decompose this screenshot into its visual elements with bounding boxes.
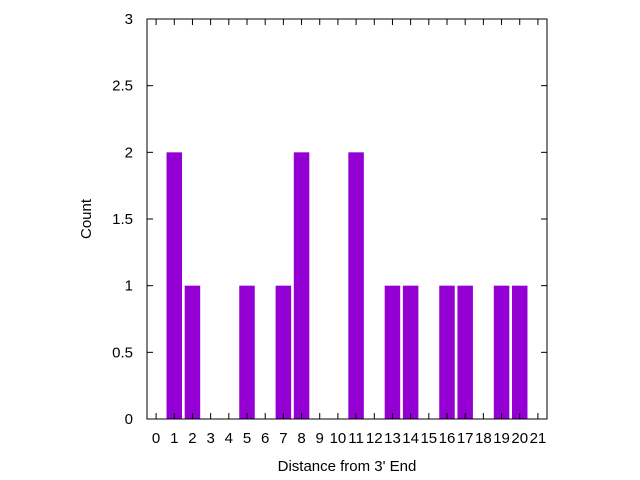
bar-1 <box>166 152 183 419</box>
x-tick-label: 14 <box>402 430 419 447</box>
x-tick-label: 9 <box>316 430 324 447</box>
x-tick-label: 4 <box>225 430 233 447</box>
y-tick-label: 1 <box>125 278 133 295</box>
bar-20 <box>511 285 528 419</box>
bar-8 <box>293 152 310 419</box>
x-tick-label: 8 <box>297 430 305 447</box>
bar-14 <box>402 285 419 419</box>
bar-16 <box>439 285 455 419</box>
x-tick-label: 16 <box>439 430 456 447</box>
y-tick-label: 2 <box>125 144 133 161</box>
x-tick-label: 7 <box>279 430 287 447</box>
plot-frame <box>146 18 548 420</box>
x-tick-label: 15 <box>420 430 437 447</box>
x-tick-label: 1 <box>170 430 178 447</box>
x-tick-label: 18 <box>475 430 492 447</box>
bar-13 <box>384 285 401 419</box>
x-tick-label: 2 <box>188 430 196 447</box>
x-tick-label: 10 <box>330 430 347 447</box>
y-tick-label: 1.5 <box>112 211 133 228</box>
bar-7 <box>275 285 292 419</box>
bar-17 <box>457 285 473 419</box>
y-tick-label: 0.5 <box>112 344 133 361</box>
x-tick-label: 13 <box>384 430 401 447</box>
y-axis-title: Count <box>78 198 95 239</box>
x-axis-title: Distance from 3' End <box>278 458 417 475</box>
x-tick-label: 6 <box>261 430 269 447</box>
y-tick-label: 0 <box>125 411 133 428</box>
bar-2 <box>184 285 201 419</box>
y-tick-label: 2.5 <box>112 78 133 95</box>
x-tick-label: 21 <box>530 430 547 447</box>
x-tick-label: 12 <box>366 430 383 447</box>
x-tick-label: 3 <box>206 430 214 447</box>
x-tick-label: 20 <box>511 430 528 447</box>
x-tick-label: 0 <box>152 430 160 447</box>
ticks-layer: 00.511.522.530 1 2 3 4 5 6 7 8 9 10 11 12 13 14 15 16 17 1… <box>112 11 547 447</box>
x-tick-label: 5 <box>243 430 251 447</box>
x-tick-label: 11 <box>348 430 364 447</box>
bar-19 <box>493 285 510 419</box>
y-tick-label: 3 <box>125 11 133 28</box>
bar-5 <box>239 285 255 419</box>
x-tick-label: 19 <box>493 430 510 447</box>
bars-layer <box>166 152 528 419</box>
x-tick-label: 17 <box>457 430 474 447</box>
bar-11 <box>348 152 364 419</box>
